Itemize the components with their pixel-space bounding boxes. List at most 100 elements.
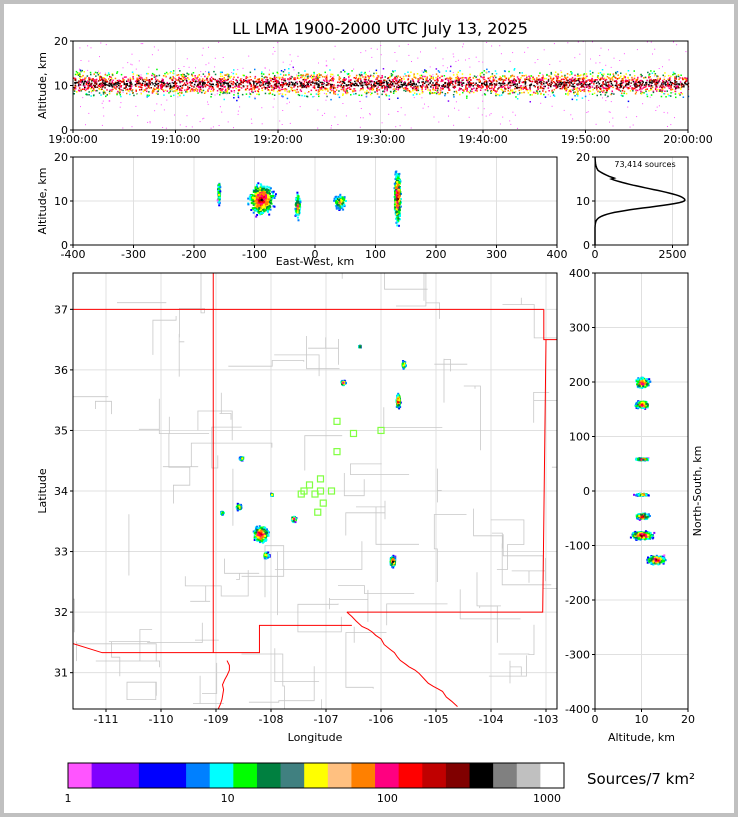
source-point: [172, 82, 175, 84]
source-point: [462, 76, 464, 79]
source-point: [274, 193, 277, 196]
source-point: [395, 78, 397, 80]
source-point: [422, 84, 424, 86]
source-point: [126, 92, 128, 95]
source-point: [456, 73, 458, 76]
source-point: [479, 80, 481, 82]
source-point: [628, 81, 630, 84]
source-point: [265, 79, 267, 81]
source-point: [635, 85, 637, 88]
source-point: [261, 89, 264, 92]
source-point: [661, 88, 664, 91]
source-point: [330, 73, 332, 76]
source-point: [286, 103, 288, 105]
source-point: [161, 86, 163, 89]
source-point: [182, 73, 184, 76]
source-point: [449, 89, 451, 91]
source-point: [542, 74, 544, 75]
source-point: [87, 69, 89, 71]
source-point: [245, 75, 248, 78]
source-point: [501, 86, 503, 89]
source-point: [108, 73, 110, 76]
source-point: [264, 208, 267, 211]
source-point: [604, 87, 606, 89]
source-point: [489, 114, 491, 116]
source-point: [343, 85, 345, 87]
source-point: [509, 81, 511, 84]
source-point: [490, 92, 492, 94]
source-point: [547, 94, 549, 96]
source-point: [107, 72, 110, 74]
source-point: [248, 89, 251, 91]
source-point: [130, 81, 132, 84]
source-point: [429, 78, 431, 81]
source-point: [447, 82, 449, 85]
source-point: [238, 82, 240, 85]
source-point: [345, 115, 347, 117]
source-point: [176, 85, 178, 87]
source-point: [413, 74, 415, 77]
source-point: [426, 85, 428, 88]
source-point: [481, 94, 483, 96]
source-point: [608, 88, 610, 90]
source-point: [291, 83, 294, 86]
source-point: [283, 83, 286, 85]
source-point: [252, 86, 254, 89]
source-point: [136, 78, 139, 80]
source-point: [413, 86, 415, 88]
source-point: [260, 195, 263, 198]
source-point: [355, 84, 357, 87]
source-point: [642, 87, 645, 89]
source-point: [387, 77, 389, 80]
source-point: [178, 68, 180, 69]
source-point: [125, 89, 127, 91]
source-point: [450, 80, 452, 82]
source-point: [309, 80, 311, 82]
source-point: [190, 82, 192, 84]
source-point: [426, 79, 428, 81]
source-point: [223, 98, 225, 101]
source-point: [88, 94, 90, 96]
source-point: [450, 81, 452, 84]
source-point: [605, 64, 607, 66]
source-point: [306, 77, 309, 80]
source-point: [99, 76, 101, 78]
source-point: [655, 83, 657, 85]
source-point: [349, 88, 351, 90]
source-point: [648, 85, 650, 88]
source-point: [359, 74, 362, 77]
source-point: [448, 77, 450, 80]
source-point: [415, 77, 417, 79]
source-point: [239, 82, 242, 85]
source-point: [667, 74, 670, 77]
source-point: [419, 74, 421, 77]
source-point: [221, 80, 224, 83]
source-point: [583, 81, 586, 83]
source-point: [388, 113, 390, 115]
source-point: [317, 93, 320, 96]
source-point: [89, 78, 91, 81]
source-point: [141, 82, 144, 85]
source-point: [334, 91, 336, 93]
source-point: [227, 86, 230, 89]
source-point: [628, 87, 631, 90]
source-point: [254, 186, 257, 189]
source-point: [339, 72, 341, 74]
source-point: [174, 114, 175, 116]
source-point: [360, 84, 362, 87]
source-point: [268, 83, 271, 85]
source-point: [204, 91, 207, 93]
source-point: [640, 85, 642, 88]
source-point: [646, 79, 648, 82]
source-point: [210, 96, 212, 98]
source-point: [680, 92, 682, 94]
source-point: [318, 92, 321, 95]
source-point: [491, 90, 493, 93]
source-point: [435, 92, 438, 95]
source-point: [556, 80, 558, 83]
source-point: [520, 85, 522, 87]
source-point: [349, 81, 352, 84]
source-point: [155, 88, 158, 90]
source-point: [218, 198, 221, 201]
source-point: [495, 72, 498, 75]
